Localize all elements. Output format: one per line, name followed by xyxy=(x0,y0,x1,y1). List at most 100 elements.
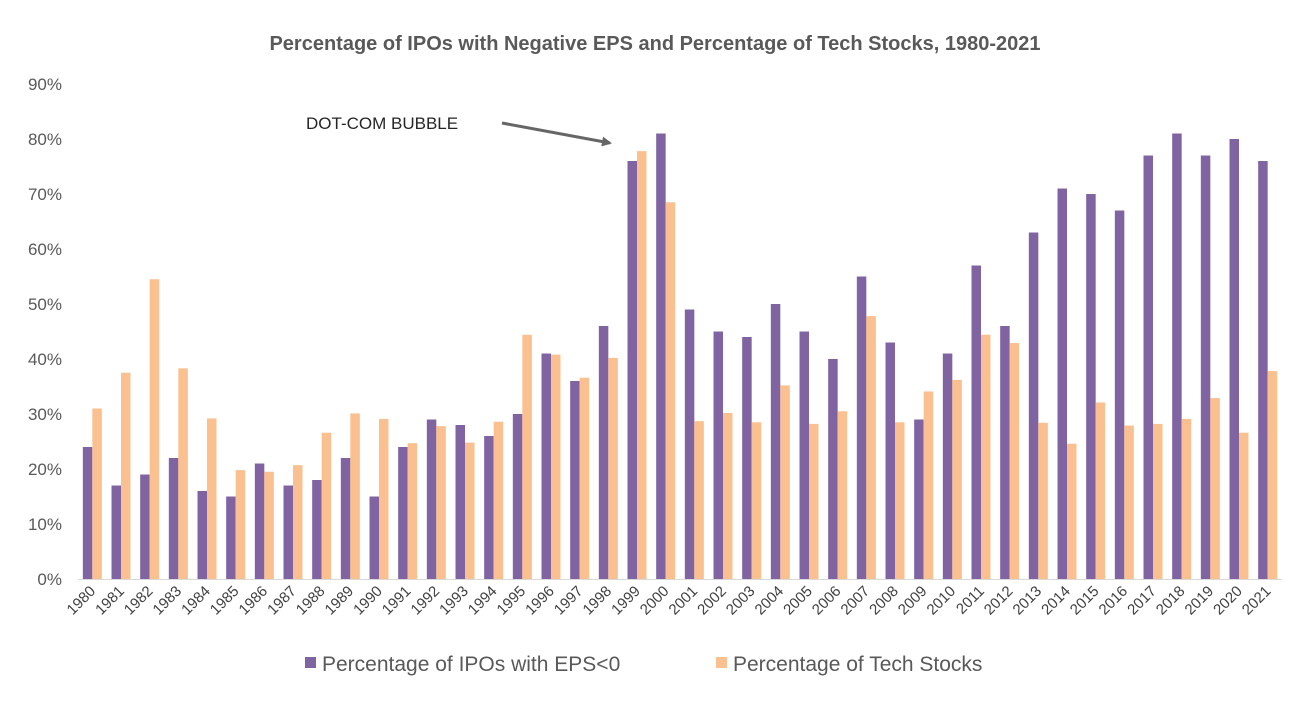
x-tick-label: 1987 xyxy=(264,583,300,619)
bar-tech-stocks xyxy=(350,413,360,579)
x-tick-label: 2018 xyxy=(1153,583,1189,619)
x-tick-label: 2005 xyxy=(780,583,816,619)
x-tick-label: 2009 xyxy=(895,583,931,619)
bar-tech-stocks xyxy=(866,316,876,579)
x-tick-label: 1986 xyxy=(236,583,272,619)
bar-tech-stocks xyxy=(1239,432,1249,579)
bar-ipo-negative-eps xyxy=(340,458,351,579)
y-tick-label: 40% xyxy=(28,350,62,369)
bar-tech-stocks xyxy=(407,443,418,579)
bar-ipo-negative-eps xyxy=(971,265,981,579)
x-tick-label: 1989 xyxy=(322,583,358,619)
x-tick-label: 2017 xyxy=(1124,583,1160,619)
bar-ipo-negative-eps xyxy=(484,436,494,579)
bar-ipo-negative-eps xyxy=(1114,210,1125,579)
x-tick-label: 2019 xyxy=(1182,583,1218,619)
bar-tech-stocks xyxy=(665,202,676,579)
bar-tech-stocks xyxy=(608,357,618,579)
x-tick-label: 1997 xyxy=(551,583,587,619)
bar-ipo-negative-eps xyxy=(254,463,265,579)
bar-ipo-negative-eps xyxy=(312,480,322,579)
bar-ipo-negative-eps xyxy=(140,474,150,579)
y-tick-label: 20% xyxy=(28,460,62,479)
x-tick-label: 2016 xyxy=(1096,583,1132,619)
bar-tech-stocks xyxy=(1067,443,1077,579)
bar-ipo-negative-eps xyxy=(570,381,580,579)
bar-tech-stocks xyxy=(207,418,217,579)
x-tick-label: 2000 xyxy=(637,583,673,619)
y-tick-label: 0% xyxy=(37,570,62,589)
x-tick-label: 2007 xyxy=(838,583,874,619)
annotation-arrow xyxy=(501,121,612,147)
bar-ipo-negative-eps xyxy=(369,496,379,579)
bar-tech-stocks xyxy=(723,412,733,579)
bar-ipo-negative-eps xyxy=(168,458,179,579)
y-tick-label: 80% xyxy=(28,130,62,149)
x-tick-label: 2011 xyxy=(953,583,988,618)
bar-tech-stocks xyxy=(1210,398,1220,579)
x-tick-label: 1983 xyxy=(150,583,186,619)
y-tick-label: 90% xyxy=(28,75,62,94)
bar-tech-stocks xyxy=(751,422,762,579)
x-tick-label: 1985 xyxy=(207,583,243,619)
bar-ipo-negative-eps xyxy=(197,491,207,579)
bar-ipo-negative-eps xyxy=(684,309,695,579)
bar-tech-stocks xyxy=(379,418,389,579)
bar-ipo-negative-eps xyxy=(1229,139,1239,579)
bar-tech-stocks xyxy=(1267,371,1278,579)
bar-tech-stocks xyxy=(264,471,274,579)
bar-ipo-negative-eps xyxy=(770,304,781,579)
bar-ipo-negative-eps xyxy=(82,447,93,579)
bar-tech-stocks xyxy=(809,423,819,579)
bar-tech-stocks xyxy=(895,422,905,579)
bar-tech-stocks xyxy=(637,151,647,579)
x-tick-label: 2014 xyxy=(1038,583,1074,619)
bar-ipo-negative-eps xyxy=(942,353,953,579)
x-tick-label: 2013 xyxy=(1010,583,1046,619)
bar-tech-stocks xyxy=(1038,422,1048,579)
x-tick-label: 1999 xyxy=(608,583,644,619)
x-tick-label: 2008 xyxy=(866,583,902,619)
y-tick-label: 60% xyxy=(28,240,62,259)
bar-tech-stocks xyxy=(952,379,962,579)
bar-ipo-negative-eps xyxy=(828,359,838,579)
x-tick-label: 1981 xyxy=(92,583,128,619)
chart-title: Percentage of IPOs with Negative EPS and… xyxy=(269,33,1041,55)
bar-tech-stocks xyxy=(1153,423,1163,579)
x-tick-label: 1990 xyxy=(350,583,386,619)
bar-ipo-negative-eps xyxy=(742,337,752,579)
bar-ipo-negative-eps xyxy=(111,485,121,579)
bar-tech-stocks xyxy=(121,372,131,579)
bar-tech-stocks xyxy=(493,421,504,579)
bar-tech-stocks xyxy=(1124,425,1134,579)
bar-tech-stocks xyxy=(1009,343,1020,579)
bar-ipo-negative-eps xyxy=(426,419,437,579)
y-tick-label: 30% xyxy=(28,405,62,424)
x-tick-label: 1988 xyxy=(293,583,329,619)
bar-ipo-negative-eps xyxy=(398,447,408,579)
bar-ipo-negative-eps xyxy=(512,414,523,579)
bar-ipo-negative-eps xyxy=(226,496,236,579)
bar-tech-stocks xyxy=(235,470,246,579)
bar-ipo-negative-eps xyxy=(885,342,895,579)
bar-ipo-negative-eps xyxy=(1258,161,1268,579)
bar-ipo-negative-eps xyxy=(1172,133,1182,579)
bar-tech-stocks xyxy=(579,377,590,579)
bar-tech-stocks xyxy=(923,391,934,579)
bar-ipo-negative-eps xyxy=(1143,155,1153,579)
bar-tech-stocks xyxy=(981,334,991,579)
bar-tech-stocks xyxy=(780,385,790,579)
x-tick-label: 2002 xyxy=(694,583,730,619)
x-tick-label: 2015 xyxy=(1067,583,1103,619)
legend-label-ipo: Percentage of IPOs with EPS<0 xyxy=(322,653,620,676)
bar-tech-stocks xyxy=(293,465,303,579)
bar-tech-stocks xyxy=(465,442,475,579)
x-tick-label: 2012 xyxy=(981,583,1017,619)
bar-ipo-negative-eps xyxy=(1057,188,1067,579)
x-tick-label: 2020 xyxy=(1210,583,1246,619)
bar-ipo-negative-eps xyxy=(656,133,666,579)
x-tick-label: 1991 xyxy=(379,583,415,619)
x-tick-label: 1994 xyxy=(465,583,501,619)
x-tick-label: 1980 xyxy=(64,583,100,619)
